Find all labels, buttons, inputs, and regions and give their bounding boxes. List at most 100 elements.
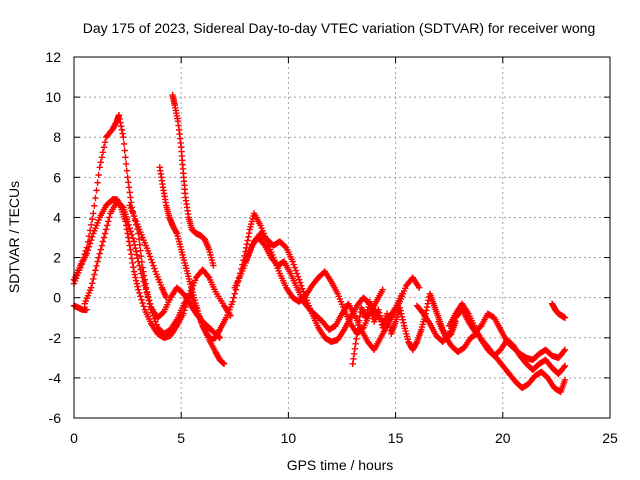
- chart-title: Day 175 of 2023, Sidereal Day-to-day VTE…: [83, 20, 596, 36]
- data-point: [294, 273, 302, 280]
- data-point: [289, 258, 296, 265]
- data-point: [105, 218, 112, 225]
- data-point: [87, 236, 95, 244]
- data-point: [96, 164, 103, 171]
- data-point: [375, 309, 383, 316]
- data-point: [99, 149, 107, 156]
- data-point: [145, 250, 153, 257]
- data-point: [132, 244, 139, 252]
- series-track-7: [169, 91, 217, 269]
- data-point: [130, 268, 138, 275]
- data-point: [376, 312, 384, 319]
- data-point: [415, 284, 423, 291]
- data-point: [83, 306, 91, 313]
- data-point: [150, 262, 157, 269]
- data-point: [400, 319, 407, 326]
- data-point: [128, 231, 136, 239]
- data-point: [121, 147, 128, 154]
- y-tick-label: -2: [49, 330, 62, 346]
- data-point: [281, 243, 289, 250]
- data-point: [137, 293, 144, 300]
- data-point: [97, 159, 104, 166]
- data-point: [367, 301, 374, 309]
- data-point: [349, 360, 356, 368]
- data-point: [130, 264, 137, 271]
- data-point: [293, 270, 301, 277]
- data-point: [116, 115, 123, 123]
- data-point: [100, 234, 108, 241]
- data-point: [132, 248, 140, 255]
- data-point: [385, 317, 392, 324]
- data-point: [87, 284, 95, 291]
- y-tick-label: 4: [53, 209, 61, 225]
- data-point: [398, 310, 405, 317]
- x-tick-label: 10: [281, 430, 297, 446]
- data-point: [162, 294, 170, 301]
- data-point: [94, 179, 101, 186]
- data-point: [117, 122, 125, 130]
- data-point: [126, 189, 133, 196]
- series-track-3: [70, 302, 91, 313]
- data-point: [353, 330, 361, 337]
- data-point: [106, 214, 113, 221]
- data-point: [127, 251, 135, 258]
- data-point: [99, 238, 107, 245]
- y-tick-label: 2: [53, 250, 61, 266]
- data-point: [98, 154, 106, 161]
- data-point: [384, 313, 391, 321]
- data-point: [423, 303, 431, 311]
- data-point: [137, 247, 144, 254]
- data-point: [120, 140, 128, 148]
- data-point: [87, 221, 95, 228]
- data-point: [139, 274, 146, 281]
- series-track-9: [231, 230, 406, 345]
- data-point: [138, 296, 145, 303]
- data-point: [119, 203, 126, 210]
- x-tick-label: 25: [602, 430, 618, 446]
- data-point: [89, 233, 96, 241]
- data-point: [93, 187, 100, 194]
- axis-ticks: 0 5 10 15 20 25 -6 -4 -2 0 2 4 6 8 10 12: [45, 49, 618, 446]
- data-point: [146, 253, 154, 260]
- data-point: [133, 280, 141, 287]
- data-point: [90, 275, 97, 283]
- data-point: [351, 345, 359, 353]
- y-tick-label: 8: [53, 129, 61, 145]
- data-point: [102, 226, 110, 233]
- data-point: [97, 246, 104, 253]
- data-point: [93, 262, 100, 270]
- data-point: [142, 286, 150, 293]
- data-point: [379, 286, 386, 293]
- x-tick-label: 0: [70, 430, 78, 446]
- data-point: [144, 293, 152, 300]
- y-tick-label: -4: [49, 370, 62, 386]
- data-point: [86, 240, 94, 247]
- data-point: [561, 376, 569, 384]
- data-point: [204, 273, 212, 280]
- data-point: [119, 130, 126, 137]
- y-axis-label: SDTVAR / TECUs: [6, 181, 22, 293]
- data-point: [383, 310, 391, 317]
- data-point: [229, 298, 236, 305]
- data-point: [299, 285, 306, 292]
- data-point: [145, 297, 153, 304]
- data-point: [92, 267, 99, 274]
- data-point: [85, 243, 93, 251]
- y-tick-label: 0: [53, 290, 61, 306]
- data-point: [181, 307, 188, 314]
- data-point: [100, 144, 108, 151]
- x-axis-label: GPS time / hours: [287, 457, 394, 473]
- data-point: [350, 350, 358, 358]
- data-point: [98, 242, 106, 249]
- data-point: [368, 305, 375, 312]
- data-point: [132, 277, 140, 284]
- data-point: [124, 218, 131, 225]
- data-point: [132, 274, 139, 281]
- data-point: [123, 167, 131, 174]
- data-point: [140, 303, 147, 310]
- data-point: [172, 228, 180, 236]
- data-point: [151, 265, 158, 272]
- data-point: [368, 308, 376, 315]
- data-point: [296, 279, 304, 286]
- data-point: [378, 318, 385, 325]
